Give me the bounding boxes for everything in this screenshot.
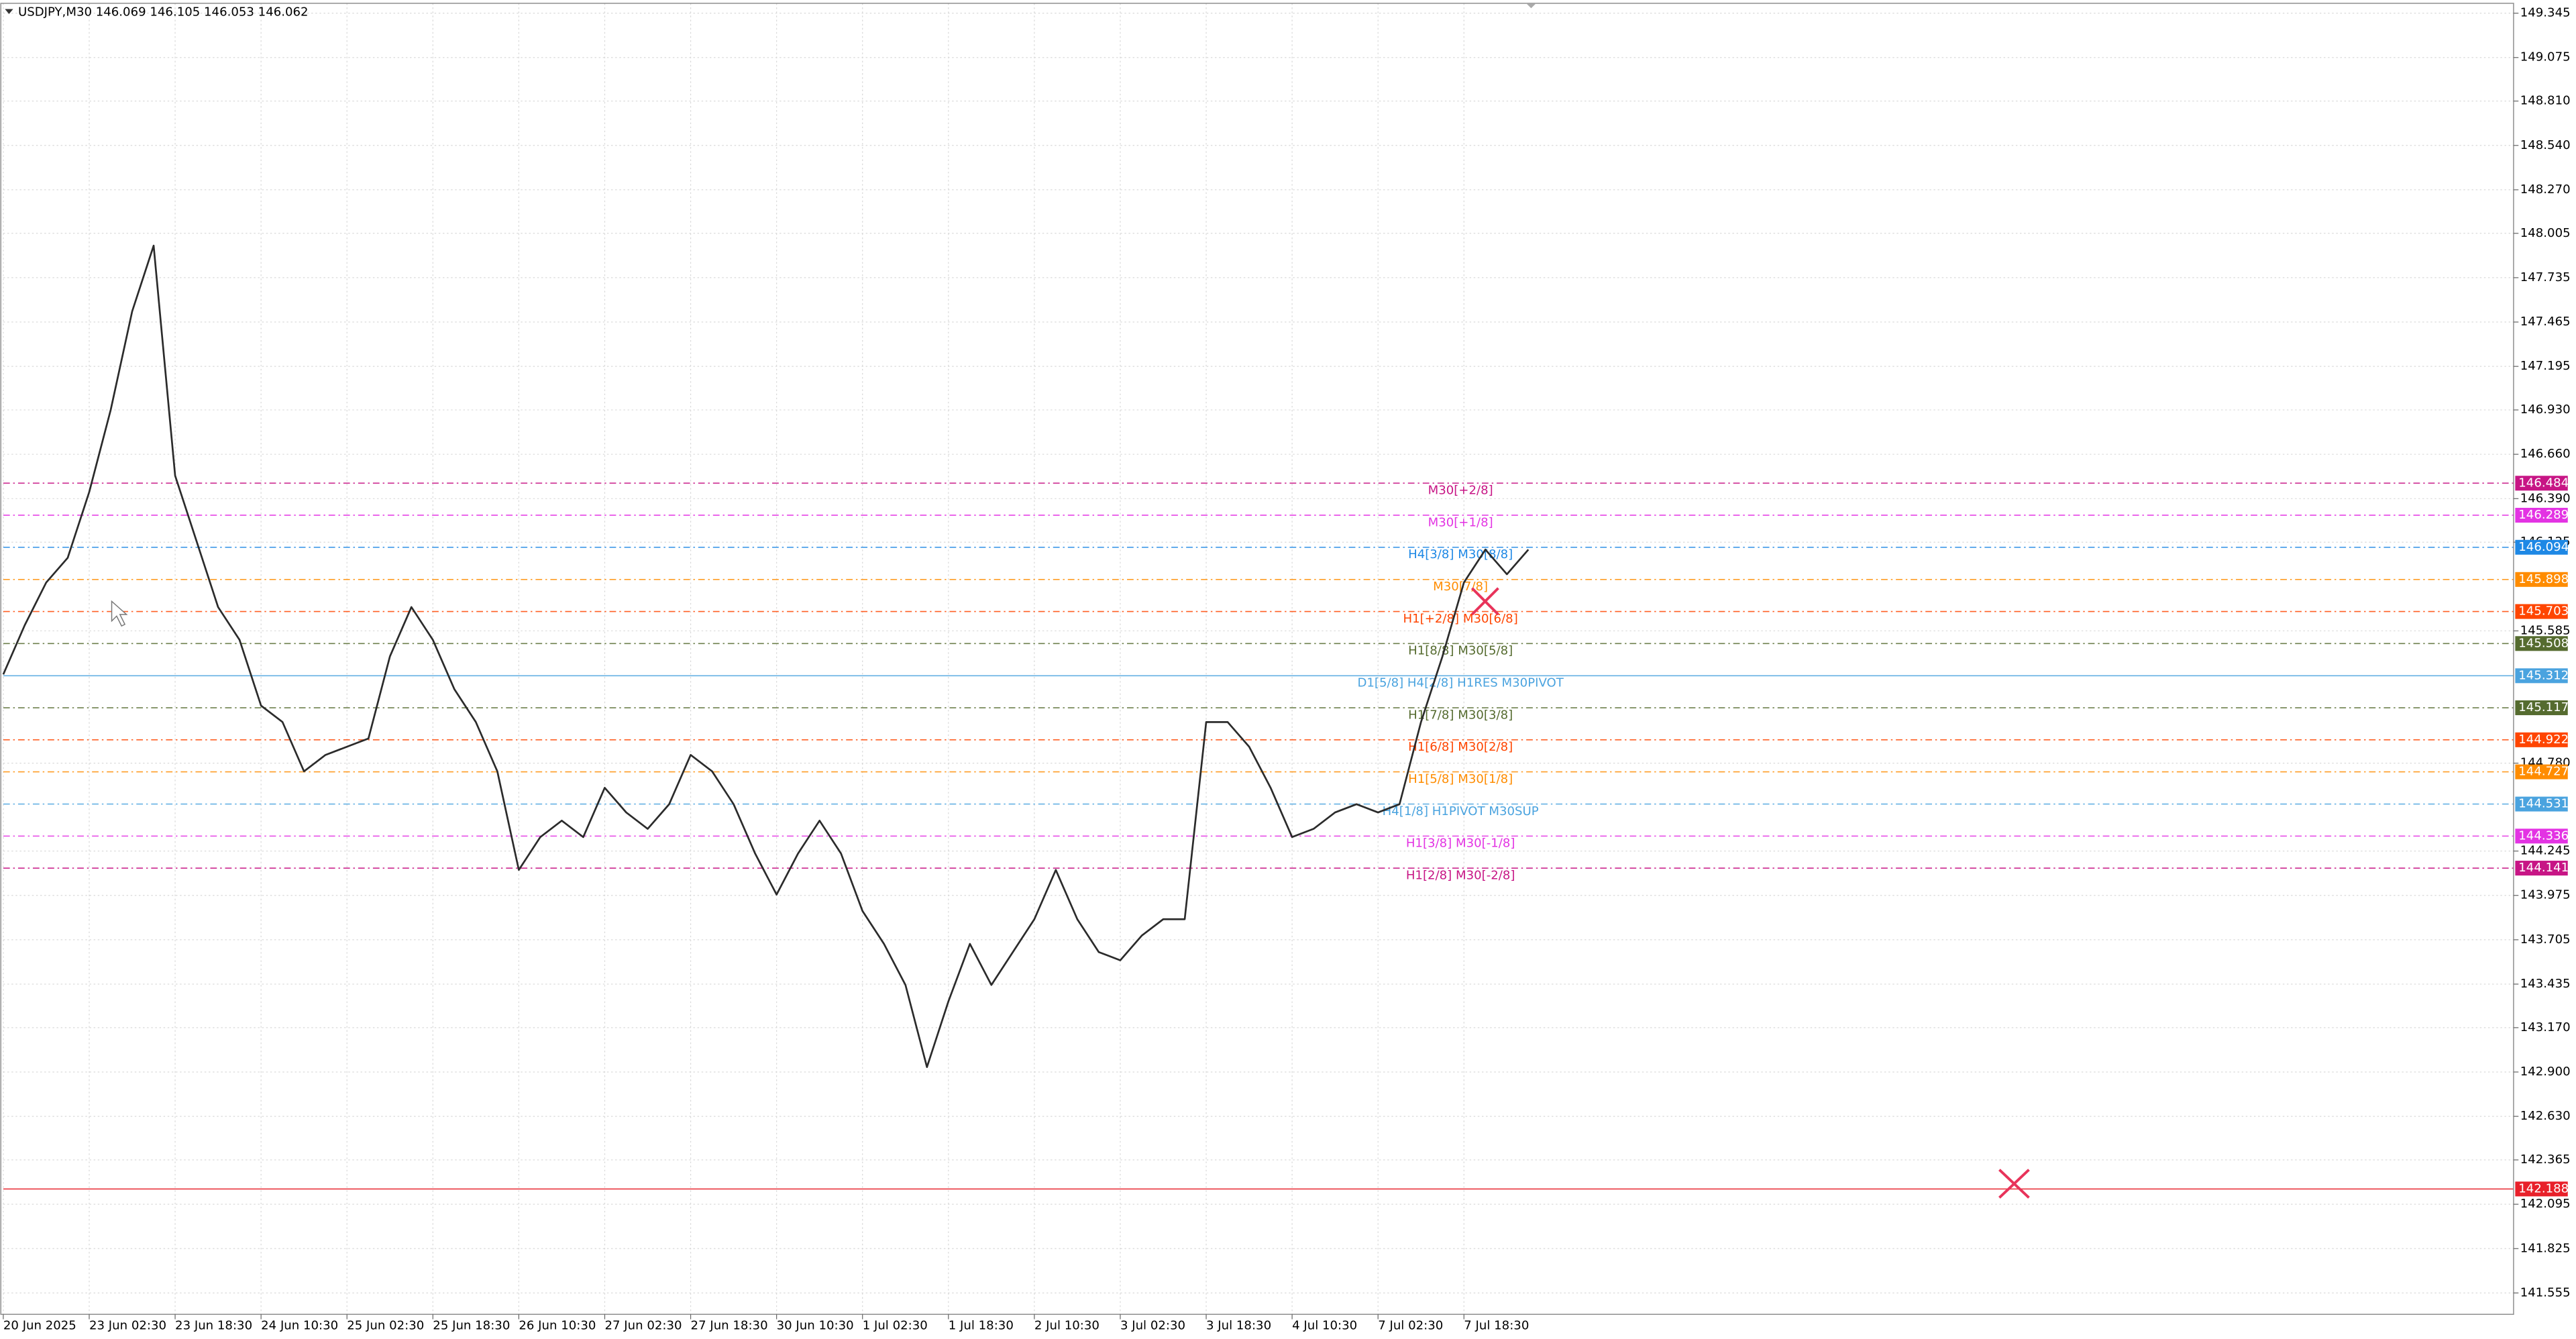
y-tick-label: 148.005 [2520,226,2571,240]
y-tick-label: 143.170 [2520,1020,2571,1034]
x-tick-label: 27 Jun 18:30 [691,1318,768,1332]
price-tag [2515,796,2568,812]
x-tick-label: 23 Jun 18:30 [175,1318,252,1332]
level-label: H1[5/8] M30[1/8] [1408,772,1513,786]
x-tick-label: 25 Jun 18:30 [433,1318,510,1332]
x-tick-label: 4 Jul 10:30 [1292,1318,1357,1332]
price-tag [2515,604,2568,619]
price-tag-label: 145.508 [2518,636,2569,650]
cross-marker [1470,587,1499,616]
cross-marker [1998,1169,2030,1199]
price-tag [2515,732,2568,747]
price-tag [2515,539,2568,555]
x-tick-label: 3 Jul 18:30 [1206,1318,1271,1332]
price-tag [2515,476,2568,491]
x-tick-label: 2 Jul 10:30 [1034,1318,1099,1332]
level-label: M30[+1/8] [1428,515,1493,529]
axis-layer: 149.345 149.075 148.810 148.540 148.270 148.0… [3,6,2571,1332]
price-layer [2,244,1529,1068]
y-tick-label: 142.630 [2520,1109,2571,1123]
price-tag-label: 142.188 [2518,1181,2569,1195]
y-tick-label: 142.365 [2520,1153,2571,1167]
price-tag-label: 144.141 [2518,861,2569,875]
level-label: H4[1/8] H1PIVOT M30SUP [1383,804,1539,818]
y-tick-label: 143.435 [2520,977,2571,991]
x-tick-label: 1 Jul 02:30 [863,1318,928,1332]
price-tag-label: 144.922 [2518,733,2569,747]
y-tick-label: 148.810 [2520,94,2571,108]
level-label: H1[8/8] M30[5/8] [1408,644,1513,658]
y-tick-label: 146.930 [2520,403,2571,417]
y-tick-label: 147.195 [2520,359,2571,373]
y-tick-label: 146.660 [2520,447,2571,461]
y-tick-label: 142.900 [2520,1065,2571,1079]
price-tag [2515,700,2568,716]
x-tick-label: 7 Jul 02:30 [1378,1318,1443,1332]
price-tag-label: 145.703 [2518,604,2569,619]
level-label: H1[2/8] M30[-2/8] [1406,868,1515,882]
x-tick-label: 30 Jun 10:30 [777,1318,854,1332]
y-tick-label: 145.585 [2520,623,2571,637]
price-tag [2515,764,2568,780]
x-tick-label: 26 Jun 10:30 [519,1318,596,1332]
y-tick-label: 148.270 [2520,182,2571,197]
chart-title: USDJPY,M30 146.069 146.105 146.053 146.0… [18,5,309,19]
y-tick-label: 141.555 [2520,1285,2571,1299]
price-tag-label: 145.312 [2518,668,2569,682]
price-tag-label: 146.289 [2518,508,2569,522]
level-label: H1[6/8] M30[2/8] [1408,740,1513,754]
plot-frame [0,3,2514,1315]
x-tick-label: 20 Jun 2025 [3,1318,76,1332]
x-tick-label: 3 Jul 02:30 [1120,1318,1185,1332]
x-tick-label: 23 Jun 02:30 [89,1318,166,1332]
x-tick-label: 1 Jul 18:30 [949,1318,1014,1332]
level-label: H4[3/8] M30[8/8] [1408,547,1513,561]
y-tick-label: 147.465 [2520,315,2571,329]
level-label: M30[+2/8] [1428,484,1493,498]
y-tick-label: 148.540 [2520,138,2571,152]
price-tag-label: 146.484 [2518,476,2569,490]
x-tick-label: 25 Jun 02:30 [347,1318,424,1332]
price-tag-label: 144.727 [2518,765,2569,779]
price-tag [2515,1181,2568,1197]
price-tag-label: 145.117 [2518,700,2569,714]
y-tick-label: 144.245 [2520,844,2571,858]
price-tag [2515,861,2568,876]
level-label: D1[5/8] H4[2/8] H1RES M30PIVOT [1357,676,1564,690]
price-tag-label: 146.094 [2518,540,2569,554]
price-tag-label: 145.898 [2518,572,2569,586]
mouse-cursor [111,600,128,627]
menu-arrow[interactable] [5,9,13,14]
y-tick-label: 141.825 [2520,1241,2571,1255]
x-tick-label: 24 Jun 10:30 [261,1318,338,1332]
x-tick-label: 7 Jul 18:30 [1464,1318,1529,1332]
price-tag-label: 144.531 [2518,797,2569,811]
level-label: H1[+2/8] M30[6/8] [1403,612,1517,626]
y-tick-label: 143.975 [2520,888,2571,902]
x-tick-label: 27 Jun 02:30 [604,1318,682,1332]
y-tick-label: 147.735 [2520,270,2571,284]
y-tick-label: 143.705 [2520,932,2571,947]
y-tick-label: 149.075 [2520,50,2571,64]
price-tag [2515,668,2568,684]
level-label: H1[3/8] M30[-1/8] [1406,837,1515,851]
y-tick-label: 146.390 [2520,491,2571,505]
price-tag [2515,828,2568,844]
y-tick-label: 149.345 [2520,6,2571,20]
shift-marker [1526,3,1536,9]
price-tag [2515,636,2568,651]
y-tick-label: 142.095 [2520,1197,2571,1211]
price-tag [2515,572,2568,587]
grid-layer [3,3,2514,1315]
price-line [2,244,1529,1068]
level-label: H1[7/8] M30[3/8] [1408,708,1513,722]
price-tag-label: 144.336 [2518,828,2569,843]
price-tag [2515,508,2568,523]
